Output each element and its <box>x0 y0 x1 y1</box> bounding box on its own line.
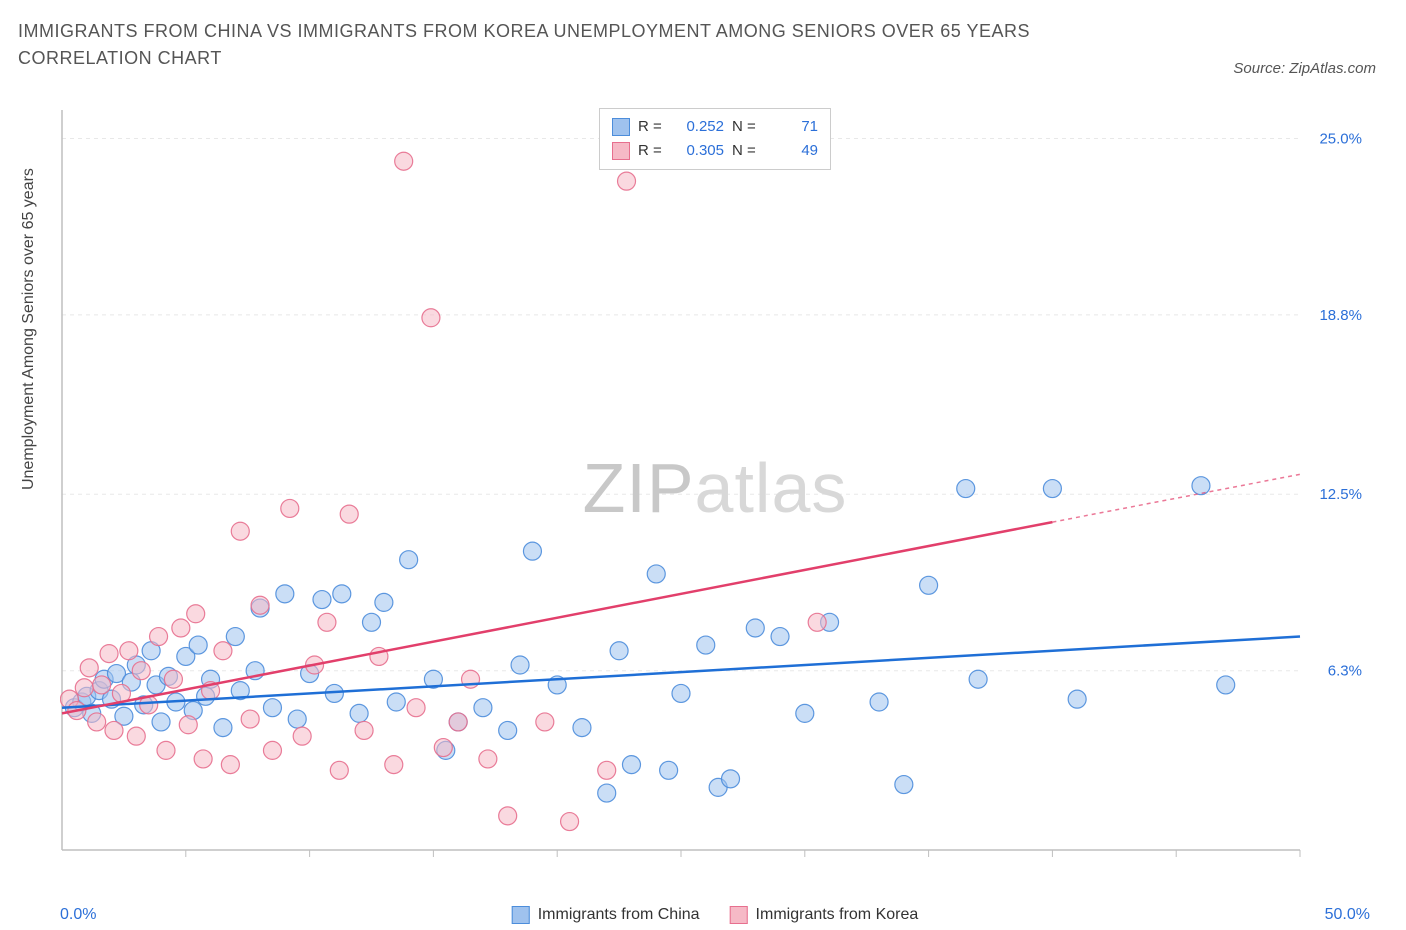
svg-text:18.8%: 18.8% <box>1319 307 1362 324</box>
x-axis-min: 0.0% <box>60 906 96 924</box>
x-axis-max: 50.0% <box>1325 906 1370 924</box>
svg-text:12.5%: 12.5% <box>1319 486 1362 503</box>
source-attribution: Source: ZipAtlas.com <box>1233 60 1376 77</box>
chart-title: IMMIGRANTS FROM CHINA VS IMMIGRANTS FROM… <box>18 18 1138 72</box>
swatch-china <box>612 118 630 136</box>
bottom-legend: 0.0% Immigrants from China Immigrants fr… <box>60 906 1370 924</box>
correlation-legend: R = 0.252 N = 71 R = 0.305 N = 49 <box>599 108 831 170</box>
series-label-korea: Immigrants from Korea <box>730 906 919 924</box>
y-axis-label: Unemployment Among Seniors over 65 years <box>20 168 38 490</box>
legend-row-korea: R = 0.305 N = 49 <box>612 139 818 163</box>
scatter-plot: ZIPatlas R = 0.252 N = 71 R = 0.305 N = … <box>60 108 1370 868</box>
legend-row-china: R = 0.252 N = 71 <box>612 115 818 139</box>
swatch-china-icon <box>512 906 530 924</box>
swatch-korea-icon <box>730 906 748 924</box>
chart-canvas: 6.3% 12.5% 18.8% 25.0% <box>60 108 1370 868</box>
svg-text:25.0%: 25.0% <box>1319 130 1362 147</box>
series-label-china: Immigrants from China <box>512 906 700 924</box>
svg-text:6.3%: 6.3% <box>1328 663 1362 680</box>
swatch-korea <box>612 142 630 160</box>
